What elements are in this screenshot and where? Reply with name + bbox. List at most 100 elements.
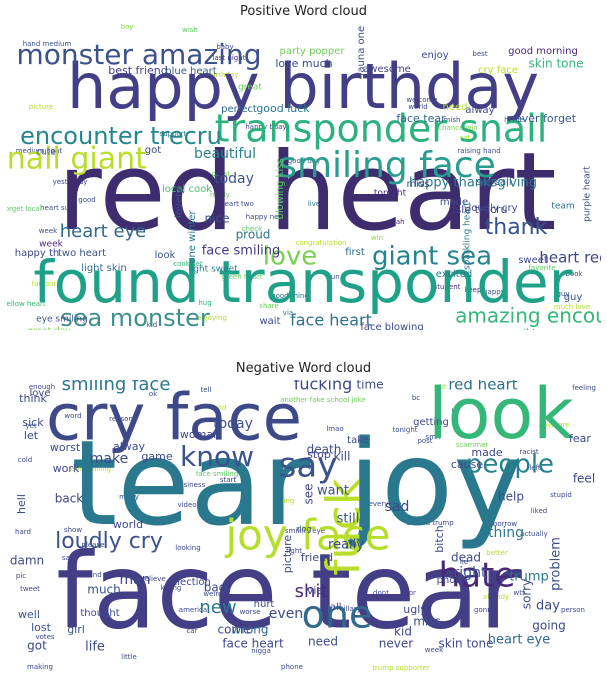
- filler-word: wtf: [514, 589, 525, 597]
- cloud-word: ugly: [403, 603, 427, 616]
- cloud-word: good luck: [256, 102, 310, 115]
- filler-word: hillary: [339, 605, 361, 613]
- cloud-word: snail giant: [7, 142, 147, 177]
- cloud-word: smiling face: [278, 145, 496, 186]
- filler-word: poor: [400, 589, 416, 597]
- cloud-word: never: [379, 637, 413, 651]
- filler-word: lie: [460, 558, 468, 566]
- cloud-word: want: [317, 484, 349, 499]
- cloud-word: fuck: [317, 478, 371, 576]
- cloud-word: today: [214, 171, 254, 187]
- cloud-word: lost: [31, 621, 52, 634]
- filler-word: win: [371, 234, 383, 242]
- filler-word: tell: [201, 386, 212, 394]
- cloud-word: thing: [488, 525, 524, 541]
- cloud-word: today: [213, 416, 253, 432]
- cloud-word: light skin: [81, 263, 126, 274]
- filler-word: yesterday: [53, 178, 88, 186]
- cloud-word: made: [440, 197, 468, 208]
- cloud-word: new: [199, 597, 236, 618]
- cloud-word: cry face: [478, 65, 518, 76]
- filler-word: check: [242, 225, 263, 233]
- filler-word: happy new: [246, 213, 285, 221]
- cloud-word: love: [30, 388, 51, 399]
- filler-word: chance win: [438, 124, 478, 132]
- cloud-word: help: [498, 490, 524, 504]
- cloud-word: time: [356, 380, 383, 392]
- cloud-word: guy: [564, 292, 583, 303]
- cloud-word: stop: [307, 448, 331, 461]
- filler-word: home: [504, 116, 524, 124]
- filler-word: green heart: [221, 273, 262, 281]
- negative-word-cloud-svg: enough ok tell another fake school joke bc pu…: [10, 380, 596, 672]
- filler-word: bullshit: [215, 483, 241, 491]
- cloud-word: best friend: [108, 64, 167, 77]
- cloud-word: face blowing: [360, 322, 423, 330]
- cloud-word: damn: [10, 554, 44, 568]
- cloud-word: happy thanksgiving: [409, 176, 537, 191]
- filler-word: welcome: [406, 96, 437, 104]
- cloud-word: hurt: [254, 599, 275, 610]
- positive-word-cloud-svg: boy wish hand medium baby last night th birth…: [7, 24, 601, 330]
- filler-word: find: [88, 571, 101, 579]
- cloud-word: got: [145, 145, 161, 156]
- filler-word: medium light: [16, 147, 63, 155]
- filler-word: best: [472, 50, 487, 58]
- cloud-word: wrong: [231, 623, 268, 637]
- cloud-word: worst: [50, 441, 81, 454]
- cloud-word: bad: [204, 581, 227, 595]
- cloud-word: hate: [439, 556, 516, 596]
- filler-word: car: [186, 627, 197, 635]
- filler-word: stupid: [550, 491, 572, 499]
- cloud-word: face tear: [396, 112, 446, 125]
- filler-word: better: [486, 549, 508, 557]
- filler-word: week: [425, 646, 444, 654]
- filler-word: scammer: [456, 441, 489, 449]
- filler-word: phone: [281, 663, 303, 671]
- cloud-word: team: [551, 202, 574, 212]
- filler-word: believe: [140, 575, 165, 583]
- filler-word: child: [210, 404, 227, 412]
- cloud-word: perfect: [221, 104, 257, 115]
- cloud-word: nice: [205, 212, 230, 226]
- filler-word: put: [434, 383, 446, 391]
- cloud-word: tear joy: [71, 414, 523, 552]
- cloud-word: got: [27, 639, 47, 653]
- filler-word: trump supporter: [372, 664, 430, 672]
- cloud-word: growing heart: [378, 329, 448, 330]
- cloud-word: need: [443, 102, 468, 113]
- filler-word: start: [220, 476, 237, 484]
- filler-word: last night: [213, 54, 246, 62]
- cloud-word: wait: [259, 316, 280, 327]
- cloud-word: week: [39, 240, 63, 250]
- cloud-word: thank: [485, 215, 548, 240]
- filler-word: yet: [25, 422, 36, 430]
- filler-word: please: [82, 541, 105, 549]
- cloud-word: make: [90, 451, 128, 467]
- cloud-word: purple heart: [583, 166, 593, 222]
- cloud-word: transponder snail: [215, 107, 548, 151]
- cloud-word: dead: [451, 551, 481, 565]
- cloud-word: sweet: [518, 255, 548, 266]
- cloud-word: happy birthday: [67, 50, 539, 123]
- filler-word: good: [78, 196, 95, 204]
- cloud-word: monster amazing: [17, 38, 262, 71]
- cloud-word: tonight: [374, 189, 407, 199]
- cloud-word: problem: [549, 537, 564, 591]
- cloud-word: made: [471, 446, 502, 459]
- filler-word: hand medium: [23, 40, 72, 48]
- cloud-word: woman: [180, 428, 220, 441]
- filler-word: eye smiling: [71, 465, 111, 473]
- filler-word: trying: [274, 497, 295, 505]
- filler-word: mish: [444, 116, 461, 124]
- cloud-word: fucking: [294, 380, 353, 394]
- cloud-word: encounter trecru: [20, 122, 222, 150]
- positive-word-cloud: boy wish hand medium baby last night th birth…: [7, 24, 601, 330]
- cloud-word: loudly cry: [55, 529, 163, 554]
- cloud-word: skin tone: [529, 57, 584, 71]
- filler-word: kid: [147, 321, 157, 329]
- cloud-word: face heart: [290, 311, 372, 330]
- cloud-word: one winter: [187, 209, 198, 263]
- cloud-word: sick: [22, 416, 44, 429]
- cloud-word: awesome: [363, 64, 411, 75]
